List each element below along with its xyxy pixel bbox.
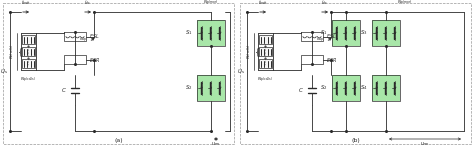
Bar [240,3,471,144]
Text: $i_\mathrm{dc}$: $i_\mathrm{dc}$ [321,0,328,7]
Bar [301,32,323,41]
Text: $u_\mathrm{sm}$: $u_\mathrm{sm}$ [211,140,221,147]
Text: $N_\mathrm{s(cells)}$: $N_\mathrm{s(cells)}$ [8,44,16,59]
Text: $N_\mathrm{p(mos)}$: $N_\mathrm{p(mos)}$ [203,0,219,7]
Text: {: { [18,47,23,56]
Text: (a): (a) [114,138,123,143]
Text: $ESR$: $ESR$ [89,56,100,64]
Bar [372,20,400,46]
Text: $N_\mathrm{p(cells)}$: $N_\mathrm{p(cells)}$ [20,75,36,84]
Bar [22,47,35,56]
Text: $S_1$: $S_1$ [185,29,193,37]
Bar [22,35,35,44]
Bar [372,75,400,101]
Text: $N_\mathrm{p(mos)}$: $N_\mathrm{p(mos)}$ [397,0,413,7]
Text: $U_\mathrm{s}$: $U_\mathrm{s}$ [237,67,245,76]
Bar [197,75,225,101]
Text: $i_\mathrm{batt}$: $i_\mathrm{batt}$ [258,0,268,7]
Text: $U_\mathrm{s}$: $U_\mathrm{s}$ [0,67,8,76]
Bar [3,3,234,144]
Text: $S_1$: $S_1$ [320,29,328,37]
Text: $C$: $C$ [298,86,304,94]
Text: $i_\mathrm{cap}$: $i_\mathrm{cap}$ [80,36,88,44]
Bar [197,75,225,101]
Bar [372,75,400,101]
Bar [332,20,360,46]
Text: $i_\mathrm{batt}$: $i_\mathrm{batt}$ [21,0,31,7]
Bar [301,55,323,64]
Text: $C$: $C$ [61,86,67,94]
Text: $ESR$: $ESR$ [326,56,337,64]
Text: $ESL$: $ESL$ [326,32,337,41]
Bar [22,59,35,68]
Bar [64,55,86,64]
Text: {: { [255,47,260,56]
Bar [197,20,225,46]
Bar [259,47,272,56]
Bar [332,20,360,46]
Bar [259,35,272,44]
Bar [372,20,400,46]
Text: $i_\mathrm{dc}$: $i_\mathrm{dc}$ [84,0,91,7]
Bar [332,75,360,101]
Text: $N_\mathrm{s(cells)}$: $N_\mathrm{s(cells)}$ [245,44,253,59]
Bar [259,59,272,68]
Text: $i_\mathrm{cap}$: $i_\mathrm{cap}$ [317,36,325,44]
Text: $u_\mathrm{sm}$: $u_\mathrm{sm}$ [420,140,430,147]
Bar [64,32,86,41]
Text: $S_3$: $S_3$ [360,29,368,37]
Bar [197,20,225,46]
Text: $S_2$: $S_2$ [185,83,193,92]
Text: $S_4$: $S_4$ [360,83,368,92]
Text: (b): (b) [351,138,360,143]
Text: $ESL$: $ESL$ [89,32,100,41]
Text: $S_2$: $S_2$ [320,83,328,92]
Bar [332,75,360,101]
Text: $N_\mathrm{p(cells)}$: $N_\mathrm{p(cells)}$ [257,75,273,84]
